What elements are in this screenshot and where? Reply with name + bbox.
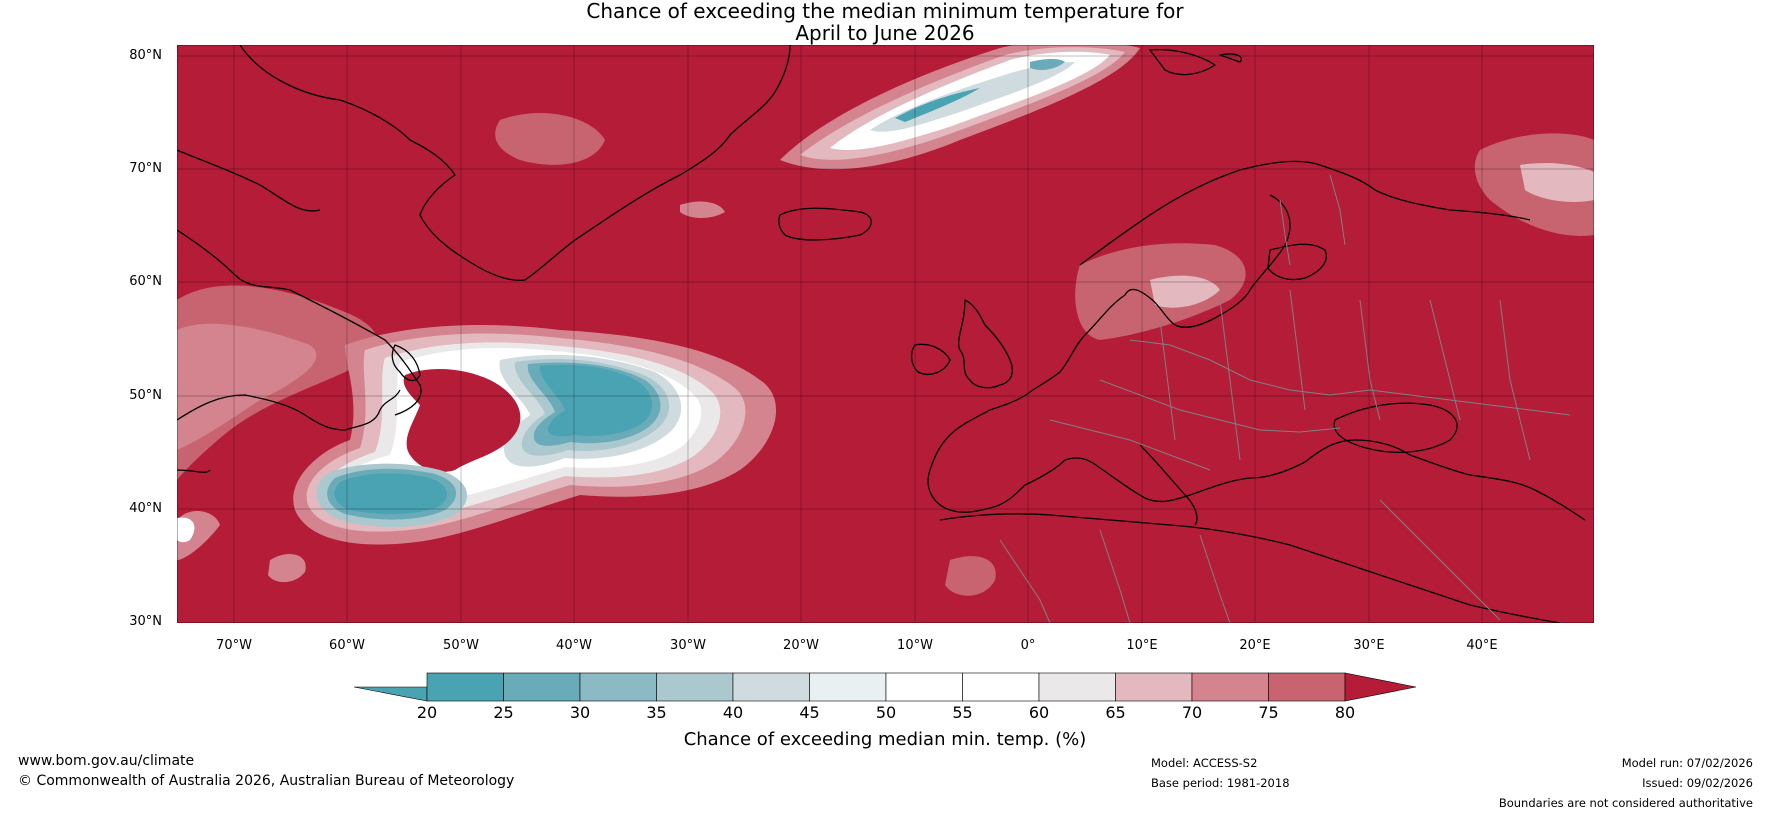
lon-label-30w: 30°W xyxy=(670,638,706,653)
colorbar-segment-30 xyxy=(579,672,657,702)
lon-label-10e: 10°E xyxy=(1126,638,1158,653)
colorbar-segment-65 xyxy=(1115,672,1193,702)
boundaries-disclaimer: Boundaries are not considered authoritat… xyxy=(1498,796,1753,810)
graticule xyxy=(177,45,1594,623)
colorbar-tick-60: 60 xyxy=(1028,703,1050,722)
website-link[interactable]: www.bom.gov.au/climate xyxy=(18,753,195,769)
copyright-text: © Commonwealth of Australia 2026, Austra… xyxy=(18,773,515,789)
lon-label-20w: 20°W xyxy=(783,638,819,653)
anomaly-greenland-sea xyxy=(780,45,1140,170)
lat-label-70n: 70°N xyxy=(129,161,162,176)
lat-label-80n: 80°N xyxy=(129,48,162,63)
model-run-date: Model run: 07/02/2026 xyxy=(1621,756,1753,770)
colorbar-segment-60 xyxy=(1038,672,1116,702)
lon-label-30e: 30°E xyxy=(1353,638,1385,653)
baffin-coast xyxy=(177,149,422,416)
colorbar-tick-20: 20 xyxy=(416,703,438,722)
colorbar-segment-40 xyxy=(732,672,810,702)
lon-label-0: 0° xyxy=(1020,638,1036,653)
colorbar-tick-55: 55 xyxy=(952,703,973,722)
colorbar-tick-70: 70 xyxy=(1181,703,1203,722)
colorbar-tick-80: 80 xyxy=(1334,703,1356,722)
colorbar-tick-75: 75 xyxy=(1258,703,1279,722)
colorbar-tick-40: 40 xyxy=(722,703,744,722)
iceland-coast xyxy=(778,207,872,241)
model-name: Model: ACCESS-S2 xyxy=(1151,756,1258,770)
colorbar-tick-25: 25 xyxy=(493,703,514,722)
greenland-coast xyxy=(239,45,791,281)
lat-label-50n: 50°N xyxy=(129,388,162,403)
baltic-coast xyxy=(1267,243,1327,281)
anomaly-minor-patches xyxy=(268,112,1594,596)
lat-label-40n: 40°N xyxy=(129,501,162,516)
colorbar-segment-70 xyxy=(1191,672,1269,702)
lon-label-50w: 50°W xyxy=(443,638,479,653)
colorbar xyxy=(353,672,1417,702)
colorbar-tick-30: 30 xyxy=(569,703,591,722)
colorbar-segment-50 xyxy=(885,672,963,702)
colorbar-tick-50: 50 xyxy=(875,703,897,722)
issued-date: Issued: 09/02/2026 xyxy=(1642,776,1753,790)
base-period: Base period: 1981-2018 xyxy=(1151,776,1290,790)
colorbar-tick-35: 35 xyxy=(646,703,667,722)
country-borders xyxy=(999,174,1571,623)
british-isles-coast xyxy=(910,299,1013,389)
italy-coast xyxy=(1139,444,1198,526)
lon-label-60w: 60°W xyxy=(329,638,365,653)
colorbar-low-extend xyxy=(353,686,428,702)
map-title-line2: April to June 2026 xyxy=(795,21,975,45)
colorbar-segment-25 xyxy=(503,672,581,702)
lat-label-30n: 30°N xyxy=(129,614,162,629)
mediterranean-coast xyxy=(939,513,1561,623)
colorbar-tick-45: 45 xyxy=(799,703,820,722)
colorbar-segment-45 xyxy=(809,672,887,702)
colorbar-segment-75 xyxy=(1268,672,1346,702)
newfoundland-coast xyxy=(391,344,421,382)
colorbar-segment-35 xyxy=(656,672,734,702)
lon-label-40w: 40°W xyxy=(556,638,592,653)
svalbard-coast xyxy=(1149,49,1242,76)
lon-label-20e: 20°E xyxy=(1239,638,1271,653)
lat-label-60n: 60°N xyxy=(129,274,162,289)
lon-label-10w: 10°W xyxy=(897,638,933,653)
colorbar-segment-55 xyxy=(962,672,1040,702)
lon-label-70w: 70°W xyxy=(216,638,252,653)
black-sea-coast xyxy=(1333,402,1458,453)
lon-label-40e: 40°E xyxy=(1466,638,1498,653)
colorbar-title: Chance of exceeding median min. temp. (%… xyxy=(683,729,1087,750)
map-canvas xyxy=(177,45,1594,623)
map-title-line1: Chance of exceeding the median minimum t… xyxy=(586,0,1184,23)
north-america-east-coast xyxy=(177,389,401,473)
europe-coast xyxy=(927,160,1586,521)
colorbar-tick-65: 65 xyxy=(1105,703,1126,722)
colorbar-segment-20 xyxy=(426,672,504,702)
colorbar-high-extend xyxy=(1344,672,1417,702)
coastlines xyxy=(177,45,1586,623)
